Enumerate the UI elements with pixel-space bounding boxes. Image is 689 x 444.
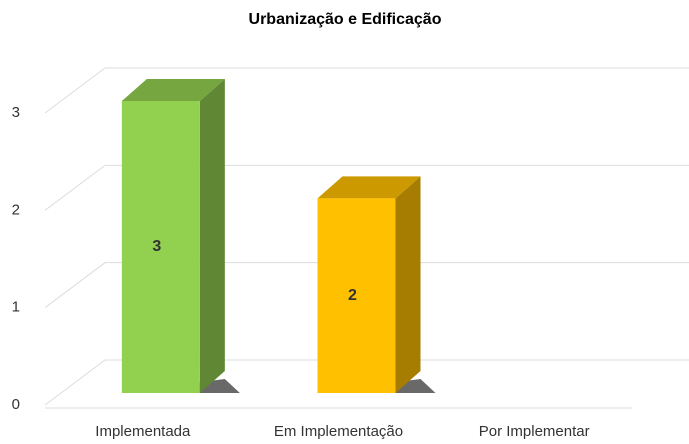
value-label: 3 (152, 238, 161, 255)
y-tick-label: 2 (12, 201, 20, 218)
grid-line (44, 164, 689, 211)
x-tick-label: Por Implementar (479, 423, 590, 440)
value-label: 2 (348, 287, 357, 304)
bar-top (121, 79, 225, 101)
x-tick-label: Implementada (95, 423, 191, 440)
y-tick-label: 0 (12, 396, 20, 413)
grid-line (44, 67, 689, 114)
y-tick-label: 3 (12, 104, 20, 121)
bar-top (317, 176, 421, 199)
bar-side (199, 79, 225, 393)
bar (317, 198, 396, 393)
chart-title: Urbanização e Edificação (249, 11, 442, 28)
bar-side (395, 176, 421, 393)
bar (121, 101, 200, 393)
grid-line (44, 262, 689, 309)
grid-line (44, 359, 689, 406)
x-tick-label: Em Implementação (274, 423, 403, 440)
y-tick-label: 1 (12, 299, 20, 316)
